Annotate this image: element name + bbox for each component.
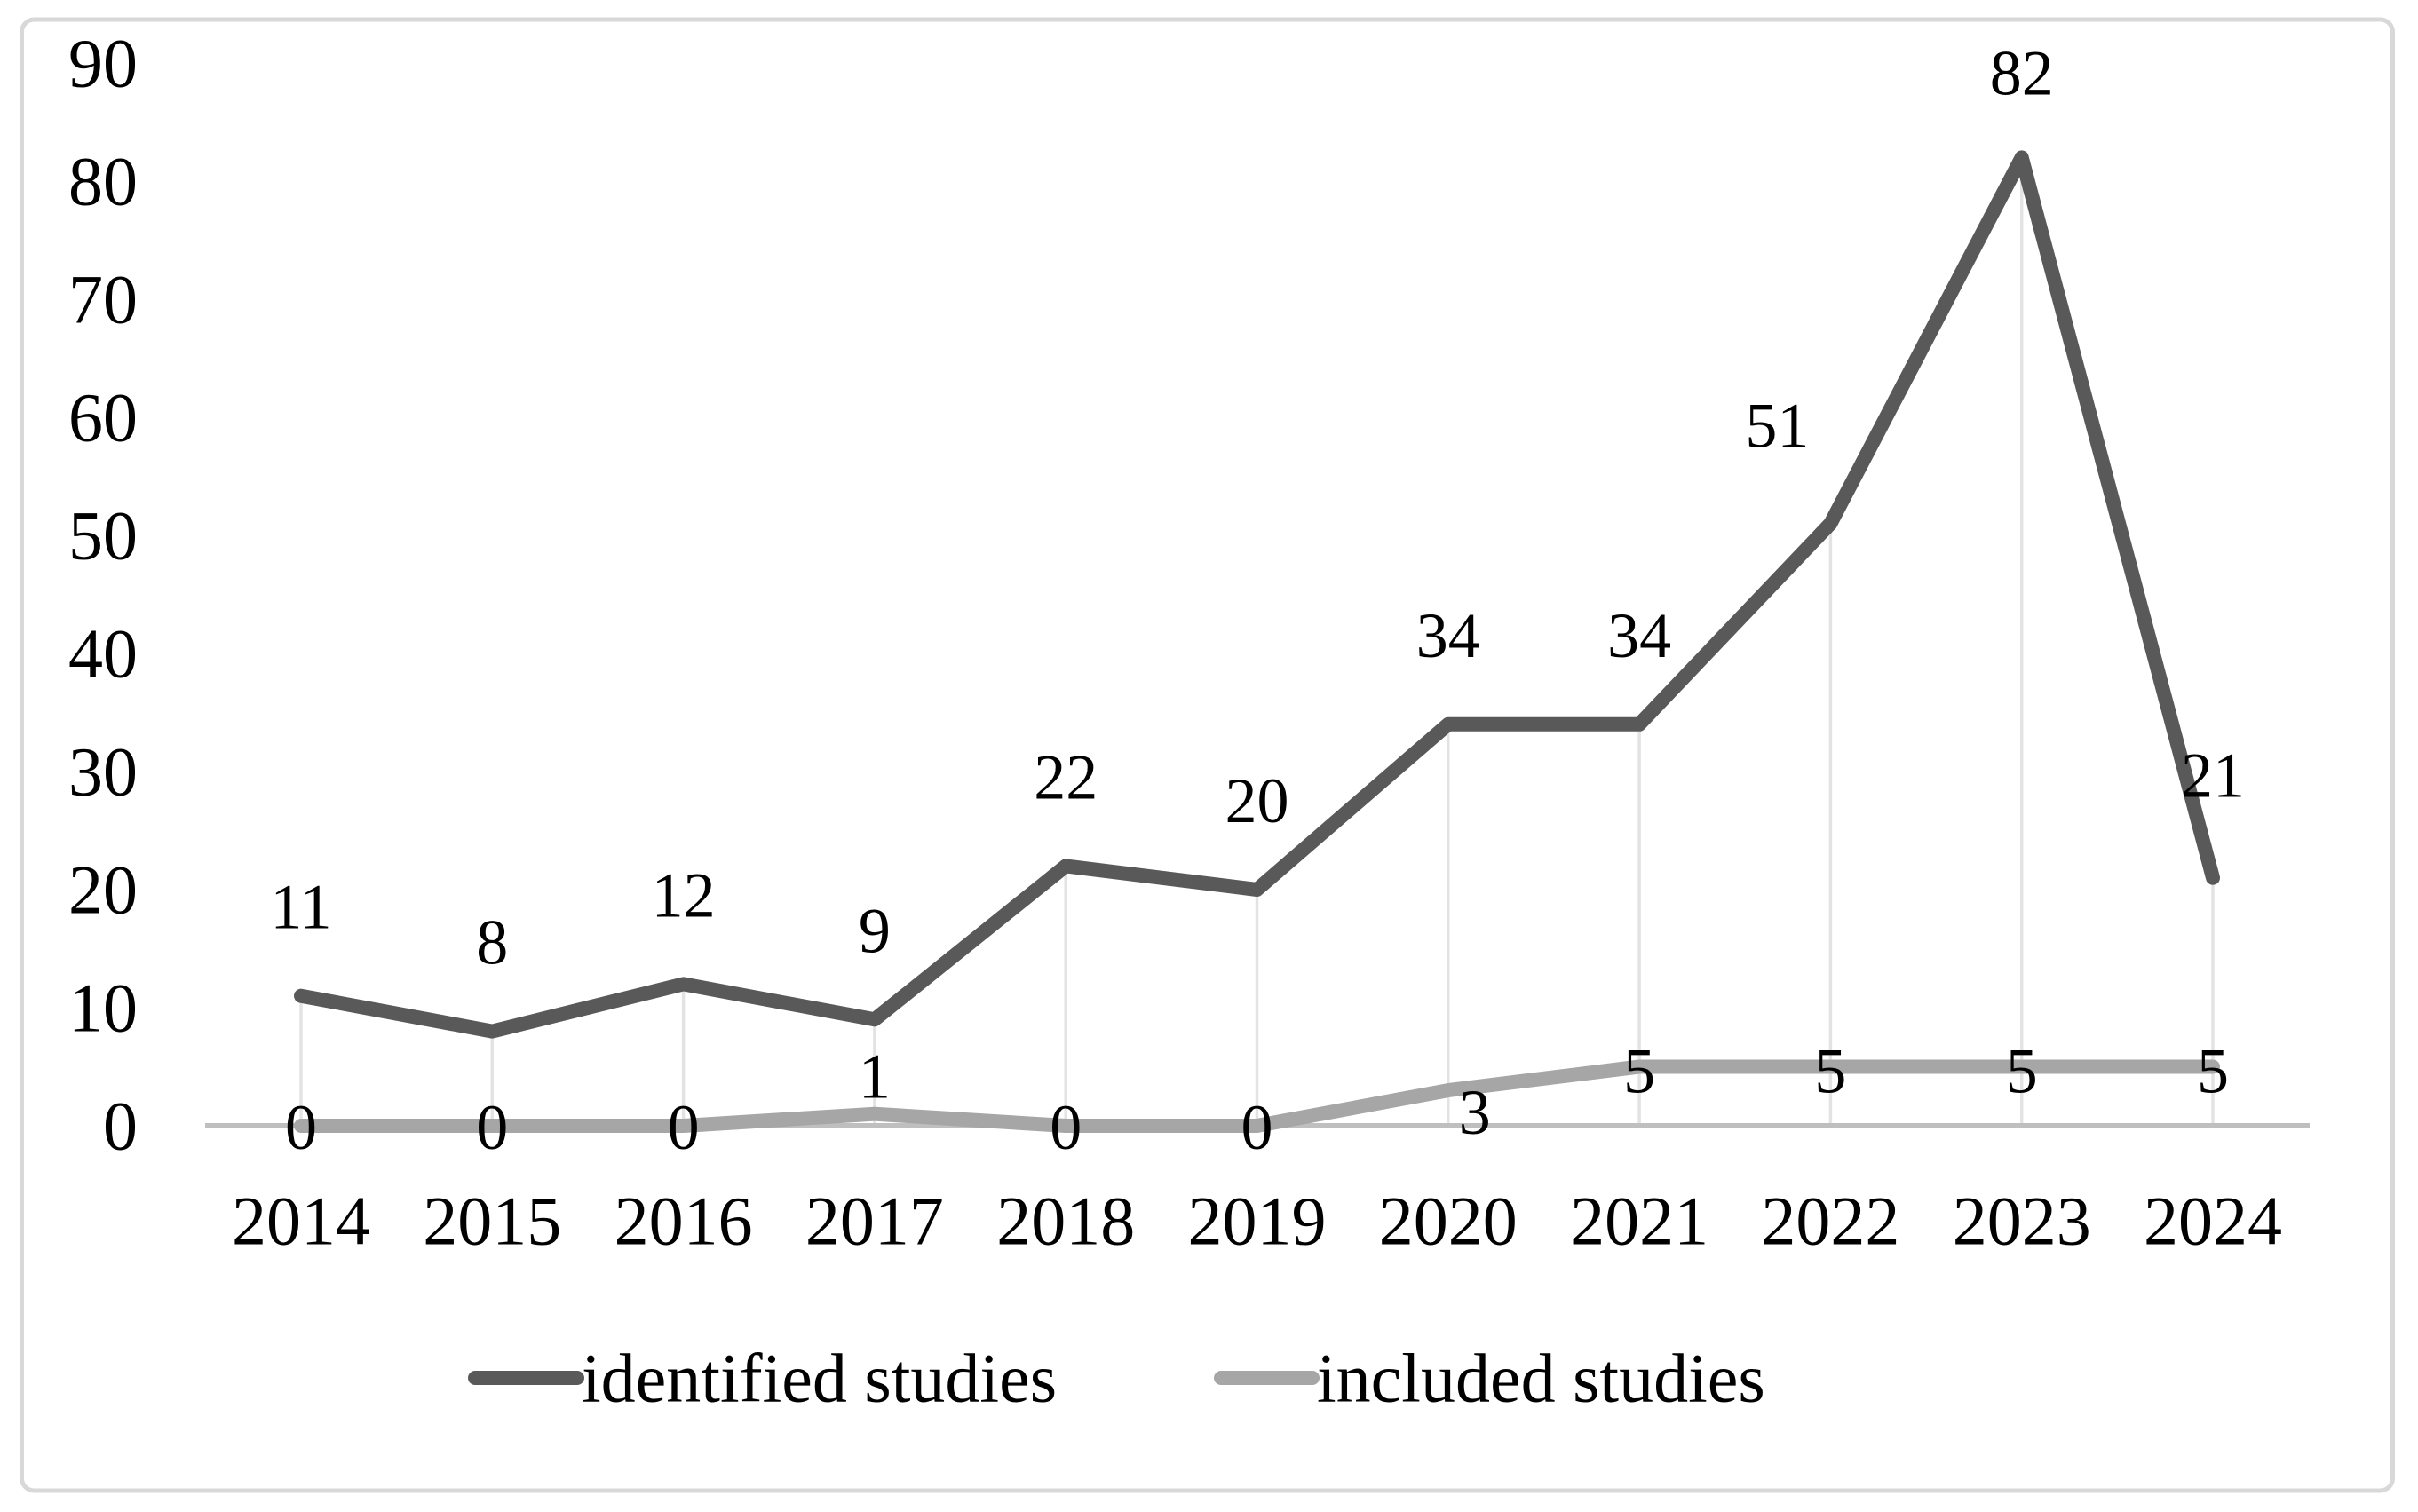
data-label-identified-studies: 8 [476,907,508,978]
data-label-identified-studies: 82 [1990,37,2054,108]
series-lines [294,150,2220,1133]
y-tick-label: 30 [68,733,138,811]
y-tick-label: 50 [68,497,138,574]
y-tick-label: 40 [68,615,138,693]
drop-lines [299,157,2215,1126]
data-label-included-studies: 0 [285,1092,317,1163]
data-label-identified-studies: 22 [1034,741,1098,812]
x-tick-label: 2023 [1953,1183,2091,1260]
data-label-identified-studies: 34 [1416,600,1480,671]
data-label-identified-studies: 34 [1607,600,1671,671]
legend-label-identified-studies: identified studies [582,1340,1057,1417]
data-label-identified-studies: 20 [1225,765,1289,836]
y-tick-label: 10 [68,970,138,1047]
legend: identified studies included studies [468,1340,1765,1417]
data-label-identified-studies: 9 [859,895,891,966]
data-label-included-studies: 3 [1459,1077,1491,1148]
legend-label-included-studies: included studies [1317,1340,1765,1417]
data-label-included-studies: 5 [1623,1036,1655,1107]
data-label-identified-studies: 21 [2181,740,2245,811]
data-label-included-studies: 5 [2197,1036,2229,1107]
y-tick-label: 0 [103,1088,138,1165]
y-tick-label: 20 [68,851,138,929]
data-label-included-studies: 0 [668,1092,700,1163]
y-axis-tick-labels: 0 10 20 30 40 50 60 70 80 90 [68,25,138,1165]
data-label-included-studies: 5 [1814,1036,1846,1107]
x-tick-label: 2017 [805,1183,944,1260]
x-tick-label: 2018 [996,1183,1135,1260]
x-tick-label: 2016 [614,1183,753,1260]
y-tick-label: 70 [68,261,138,338]
y-tick-label: 60 [68,379,138,456]
data-label-identified-studies: 11 [270,872,331,943]
x-tick-label: 2014 [232,1183,370,1260]
data-labels: 11 8 12 9 22 20 34 34 51 82 21 0 0 0 1 0 0 3 5 5 5 5 [270,37,2245,1163]
series-line-identified-studies [294,150,2220,1039]
figure-border [20,17,2395,1493]
x-tick-label: 2015 [423,1183,561,1260]
x-axis-tick-labels: 2014 2015 2016 2017 2018 2019 2020 2021 2022 2023… [232,1183,2282,1260]
x-tick-label: 2019 [1188,1183,1327,1260]
x-tick-label: 2021 [1570,1183,1708,1260]
data-label-identified-studies: 51 [1745,391,1809,462]
y-tick-label: 80 [68,143,138,220]
data-label-included-studies: 5 [2006,1036,2038,1107]
data-label-included-studies: 0 [1241,1092,1273,1163]
data-label-included-studies: 1 [859,1041,891,1112]
x-tick-label: 2024 [2144,1183,2282,1260]
data-label-included-studies: 0 [476,1092,508,1163]
x-tick-label: 2022 [1761,1183,1899,1260]
y-tick-label: 90 [68,25,138,102]
data-label-identified-studies: 12 [652,859,716,930]
series-line-included-studies [294,1059,2220,1133]
data-label-included-studies: 0 [1050,1092,1082,1163]
x-tick-label: 2020 [1379,1183,1518,1260]
